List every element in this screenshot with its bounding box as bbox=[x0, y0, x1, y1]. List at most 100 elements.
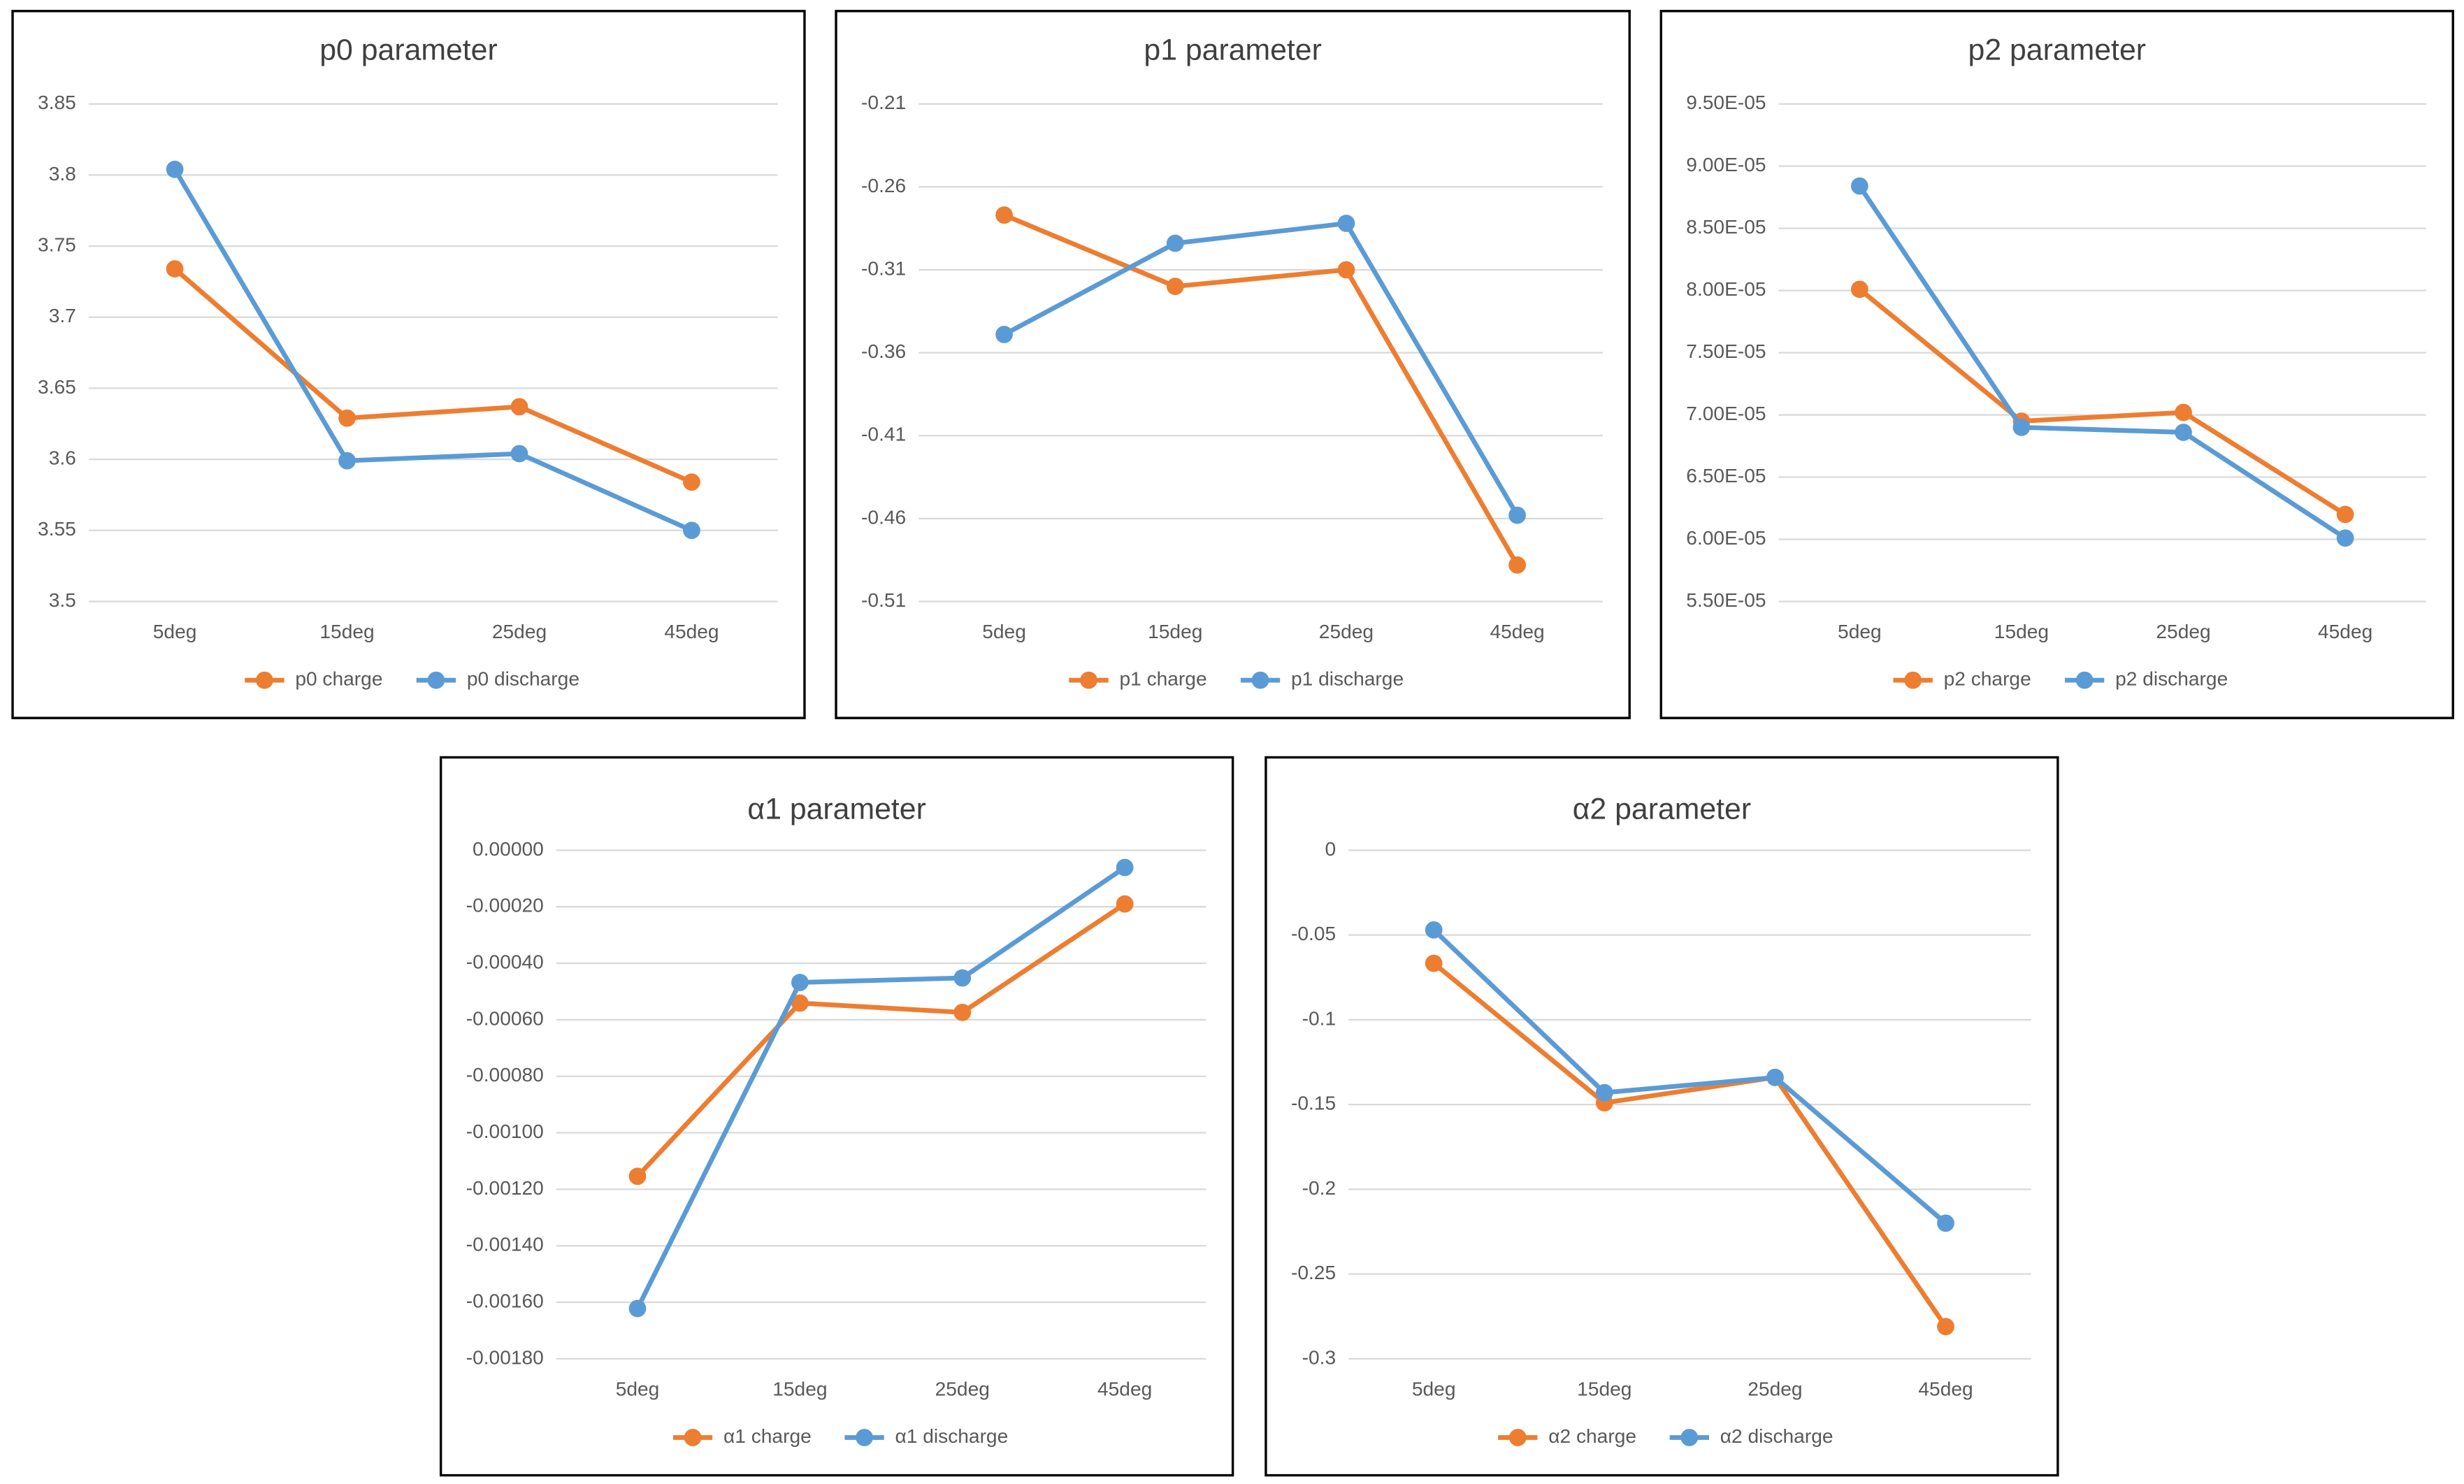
y-tick-label: 3.5 bbox=[49, 589, 76, 611]
chart-title: p0 parameter bbox=[319, 34, 497, 67]
y-tick-label: 8.50E-05 bbox=[1686, 216, 1766, 238]
y-tick-label: -0.51 bbox=[861, 589, 906, 611]
data-point bbox=[628, 1167, 647, 1186]
legend-label: p0 discharge bbox=[467, 668, 579, 690]
x-tick-label: 15deg bbox=[1994, 621, 2049, 642]
data-point bbox=[1337, 261, 1355, 279]
data-point bbox=[1937, 1214, 1954, 1232]
x-tick-label: 5deg bbox=[616, 1378, 660, 1399]
legend-marker bbox=[256, 671, 273, 689]
x-tick-label: 25deg bbox=[1748, 1378, 1802, 1399]
data-point bbox=[995, 326, 1013, 343]
legend-marker bbox=[1680, 1429, 1699, 1446]
x-tick-label: 5deg bbox=[1838, 621, 1882, 642]
data-point bbox=[338, 452, 356, 470]
y-tick-label: -0.05 bbox=[1291, 923, 1336, 944]
legend-marker bbox=[856, 1429, 873, 1446]
legend-label: α1 charge bbox=[723, 1425, 812, 1447]
x-tick-label: 45deg bbox=[1097, 1378, 1152, 1399]
y-tick-label: 3.55 bbox=[38, 518, 76, 540]
data-point bbox=[2336, 529, 2354, 547]
y-tick-label: -0.00040 bbox=[466, 951, 544, 972]
panel-border bbox=[1265, 756, 2059, 1477]
data-point bbox=[1850, 280, 1868, 298]
x-tick-label: 15deg bbox=[772, 1378, 827, 1399]
y-tick-label: 5.50E-05 bbox=[1686, 589, 1766, 611]
data-point bbox=[791, 994, 809, 1012]
chart-title: p1 parameter bbox=[1144, 34, 1321, 67]
legend-label: α1 discharge bbox=[895, 1425, 1008, 1447]
legend-marker bbox=[427, 671, 445, 689]
y-tick-label: -0.00100 bbox=[466, 1121, 544, 1142]
legend-marker bbox=[1251, 671, 1269, 689]
data-point bbox=[1850, 177, 1868, 195]
y-tick-label: -0.3 bbox=[1302, 1346, 1337, 1368]
series-line bbox=[635, 902, 1127, 1179]
y-tick-label: -0.00160 bbox=[466, 1290, 544, 1311]
x-tick-label: 15deg bbox=[1148, 621, 1202, 642]
y-tick-label: -0.31 bbox=[861, 257, 906, 279]
y-tick-label: -0.36 bbox=[861, 340, 906, 362]
y-tick-label: -0.00080 bbox=[466, 1064, 544, 1086]
x-tick-label: 5deg bbox=[153, 621, 197, 642]
x-tick-label: 25deg bbox=[492, 621, 547, 642]
y-tick-label: 0 bbox=[1325, 838, 1336, 860]
y-tick-label: -0.25 bbox=[1291, 1262, 1336, 1283]
y-tick-label: 6.00E-05 bbox=[1686, 527, 1766, 549]
y-tick-label: 3.8 bbox=[49, 163, 76, 185]
data-point bbox=[1425, 954, 1443, 972]
legend-label: p0 charge bbox=[295, 668, 382, 690]
y-tick-label: 3.65 bbox=[38, 376, 76, 398]
y-tick-label: 3.7 bbox=[49, 305, 76, 326]
data-point bbox=[1116, 858, 1134, 877]
x-tick-label: 25deg bbox=[935, 1378, 990, 1399]
panel-border bbox=[1659, 10, 2454, 719]
y-tick-label: 3.85 bbox=[38, 92, 76, 113]
data-point bbox=[1937, 1318, 1954, 1336]
series-line bbox=[1858, 287, 2347, 517]
series-line bbox=[1857, 185, 2347, 540]
x-tick-label: 45deg bbox=[1918, 1378, 1973, 1399]
y-tick-label: 7.50E-05 bbox=[1686, 340, 1766, 362]
chart-title: α1 parameter bbox=[747, 792, 925, 826]
y-tick-label: -0.15 bbox=[1291, 1093, 1336, 1114]
y-tick-label: -0.2 bbox=[1302, 1177, 1337, 1199]
data-point bbox=[510, 445, 528, 463]
data-point bbox=[166, 160, 184, 178]
data-point bbox=[953, 969, 972, 987]
data-point bbox=[338, 409, 356, 427]
legend-label: p2 discharge bbox=[2115, 668, 2228, 690]
legend-label: α2 charge bbox=[1548, 1425, 1636, 1447]
data-point bbox=[1508, 506, 1526, 524]
legend-marker bbox=[1508, 1429, 1527, 1446]
x-tick-label: 5deg bbox=[1412, 1378, 1456, 1399]
series-line bbox=[1003, 212, 1520, 566]
legend-marker bbox=[1904, 671, 1922, 689]
data-point bbox=[1166, 234, 1184, 252]
y-tick-label: 9.50E-05 bbox=[1686, 92, 1766, 113]
panel-border bbox=[439, 756, 1234, 1477]
data-point bbox=[1166, 278, 1184, 296]
series-line bbox=[173, 267, 693, 484]
y-tick-label: -0.46 bbox=[861, 506, 906, 528]
x-tick-label: 15deg bbox=[1577, 1378, 1631, 1399]
panel-border bbox=[835, 10, 1631, 719]
data-point bbox=[1595, 1083, 1613, 1102]
y-tick-label: -0.26 bbox=[861, 175, 906, 196]
y-tick-label: 9.00E-05 bbox=[1686, 154, 1766, 175]
x-tick-label: 15deg bbox=[319, 621, 374, 642]
chart-title: α2 parameter bbox=[1573, 792, 1751, 826]
series-line bbox=[1002, 220, 1520, 517]
data-point bbox=[683, 521, 700, 540]
y-tick-label: 7.00E-05 bbox=[1686, 403, 1766, 424]
y-tick-label: -0.00120 bbox=[466, 1177, 544, 1199]
data-point bbox=[683, 473, 700, 491]
chart-panel: α2 parameter -0.3 -0.25 -0.2 -0.15 -0.1 -0.05 0… bbox=[1265, 756, 2059, 1477]
legend-label: α2 discharge bbox=[1720, 1425, 1833, 1447]
x-tick-label: 25deg bbox=[2156, 621, 2210, 642]
data-point bbox=[2336, 505, 2354, 524]
data-point bbox=[510, 398, 528, 416]
legend-label: p2 charge bbox=[1944, 668, 2031, 690]
